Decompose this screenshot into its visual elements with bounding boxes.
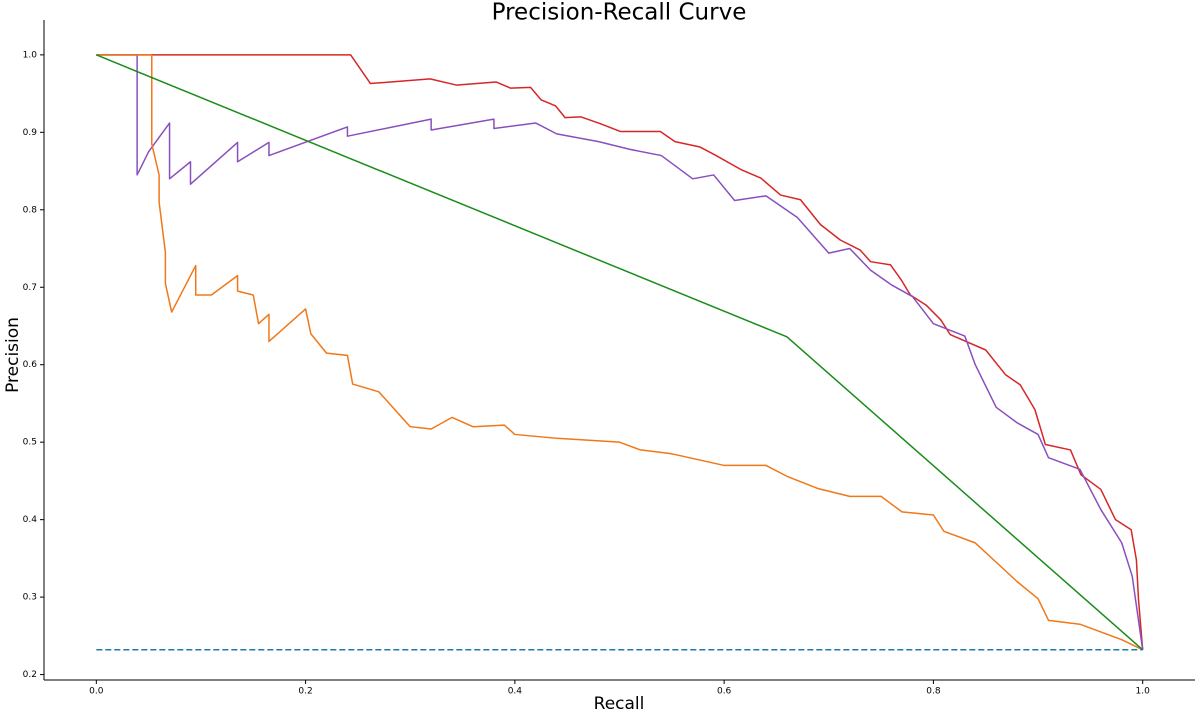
curve-line xyxy=(96,54,1144,650)
curve-line xyxy=(96,54,1144,650)
y-tick-label: 0.2 xyxy=(23,670,37,680)
y-tick-label: 0.6 xyxy=(23,360,38,370)
y-tick-label: 1.0 xyxy=(23,50,38,60)
x-axis-label: Recall xyxy=(594,694,645,714)
x-tick-label: 0.8 xyxy=(926,687,941,697)
x-tick-label: 0.0 xyxy=(89,687,104,697)
y-tick-label: 0.8 xyxy=(23,205,38,215)
y-axis-label: Precision xyxy=(3,317,23,393)
x-tick-label: 1.0 xyxy=(1136,687,1151,697)
y-tick-label: 0.3 xyxy=(23,593,37,603)
chart-title: Precision-Recall Curve xyxy=(492,0,747,26)
x-tick-label: 0.6 xyxy=(717,687,732,697)
curve-line xyxy=(96,54,1144,651)
x-tick-label: 0.2 xyxy=(298,687,312,697)
y-tick-label: 0.9 xyxy=(23,128,38,138)
y-tick-label: 0.7 xyxy=(23,283,37,293)
curve-line xyxy=(96,54,1144,651)
y-tick-label: 0.5 xyxy=(23,438,37,448)
y-tick-label: 0.4 xyxy=(23,515,38,525)
x-tick-label: 0.4 xyxy=(508,687,523,697)
